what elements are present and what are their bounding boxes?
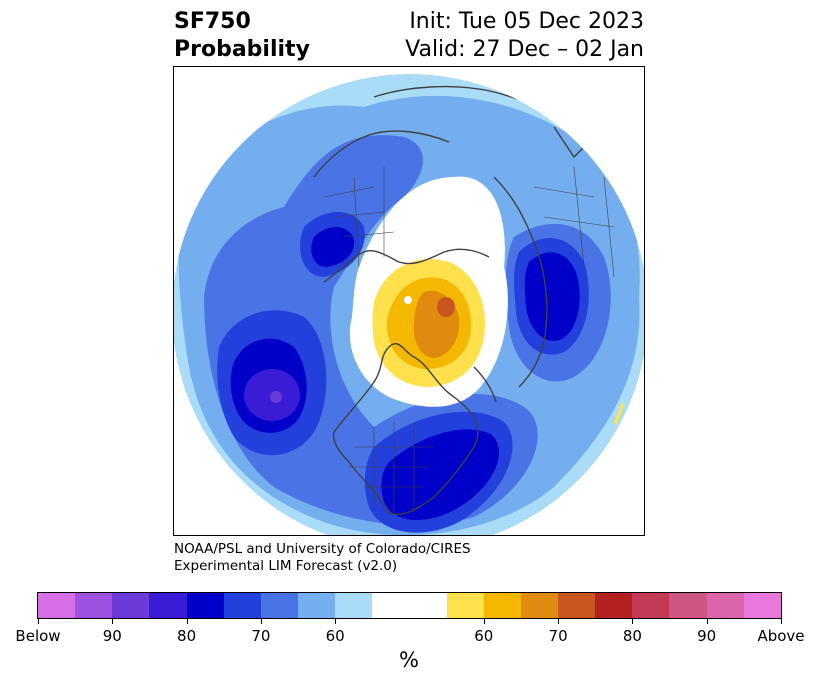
credit-text: NOAA/PSL and University of Colorado/CIRE… xyxy=(174,541,471,575)
colorbar-tick-label: Above xyxy=(757,627,805,645)
variable-label: SF750 xyxy=(174,9,251,34)
colorbar-segment xyxy=(409,593,447,618)
colorbar-segment xyxy=(297,593,336,618)
colorbar-segment xyxy=(186,593,224,618)
colorbar-segment xyxy=(446,593,484,618)
init-date: Init: Tue 05 Dec 2023 xyxy=(409,9,644,34)
colorbar-segment xyxy=(38,593,76,618)
prob-contour-hole xyxy=(404,296,412,304)
colorbar-segment xyxy=(706,593,744,618)
colorbar-segment xyxy=(743,593,781,618)
colorbar-segment xyxy=(632,593,670,618)
colorbar-tick-mark xyxy=(706,619,708,624)
prob-contour-dark-blue-eurasia xyxy=(524,252,580,341)
colorbar-units: % xyxy=(399,648,419,672)
prob-contour-red-orange xyxy=(437,297,455,317)
colorbar-tick-label: 80 xyxy=(177,627,197,645)
colorbar-segment xyxy=(112,593,150,618)
colorbar-segment xyxy=(557,593,596,618)
colorbar-segment xyxy=(75,593,113,618)
colorbar-tick-mark xyxy=(632,619,634,624)
colorbar-segment xyxy=(260,593,298,618)
credit-line-2: Experimental LIM Forecast (v2.0) xyxy=(174,558,398,574)
colorbar-segment xyxy=(595,593,633,618)
country-borders xyxy=(323,166,615,512)
forecast-map xyxy=(173,66,645,536)
colorbar-tick-mark xyxy=(112,619,114,624)
colorbar-tick-label: 90 xyxy=(697,627,717,645)
colorbar-tick-mark xyxy=(781,619,782,624)
colorbar-tick-mark xyxy=(483,619,485,624)
colorbar xyxy=(37,592,782,619)
prob-contour-dark-blue-atlantic xyxy=(381,429,499,521)
colorbar-segment xyxy=(520,593,558,618)
colorbar-tick-label: Below xyxy=(15,627,61,645)
colorbar-tick-mark xyxy=(260,619,262,624)
map-canvas xyxy=(174,74,644,535)
colorbar-tick-label: 60 xyxy=(474,627,494,645)
colorbar-segment xyxy=(669,593,707,618)
colorbar-tick-label: 70 xyxy=(251,627,271,645)
colorbar-tick-label: 80 xyxy=(622,627,642,645)
colorbar-tick-mark xyxy=(558,619,560,624)
field-label: Probability xyxy=(174,37,310,62)
prob-contour-yellow-sliver xyxy=(614,402,624,425)
colorbar-segment xyxy=(372,593,410,618)
credit-line-1: NOAA/PSL and University of Colorado/CIRE… xyxy=(174,541,471,557)
colorbar-segment xyxy=(149,593,187,618)
map-title-right: Init: Tue 05 Dec 2023 Valid: 27 Dec – 02… xyxy=(405,8,644,64)
colorbar-tick-mark xyxy=(38,619,39,624)
valid-range: Valid: 27 Dec – 02 Jan xyxy=(405,37,644,62)
colorbar-tick-label: 90 xyxy=(102,627,122,645)
colorbar-tick-label: 60 xyxy=(325,627,345,645)
colorbar-segment xyxy=(335,593,373,618)
colorbar-segment xyxy=(223,593,261,618)
colorbar-segment xyxy=(483,593,521,618)
colorbar-tick-mark xyxy=(186,619,188,624)
colorbar-tick-mark xyxy=(335,619,337,624)
prob-contour-violet-core xyxy=(270,391,282,403)
colorbar-tick-label: 70 xyxy=(548,627,568,645)
prob-contour-dark-blue-asia xyxy=(311,227,355,267)
map-title-left: SF750 Probability xyxy=(174,8,310,64)
